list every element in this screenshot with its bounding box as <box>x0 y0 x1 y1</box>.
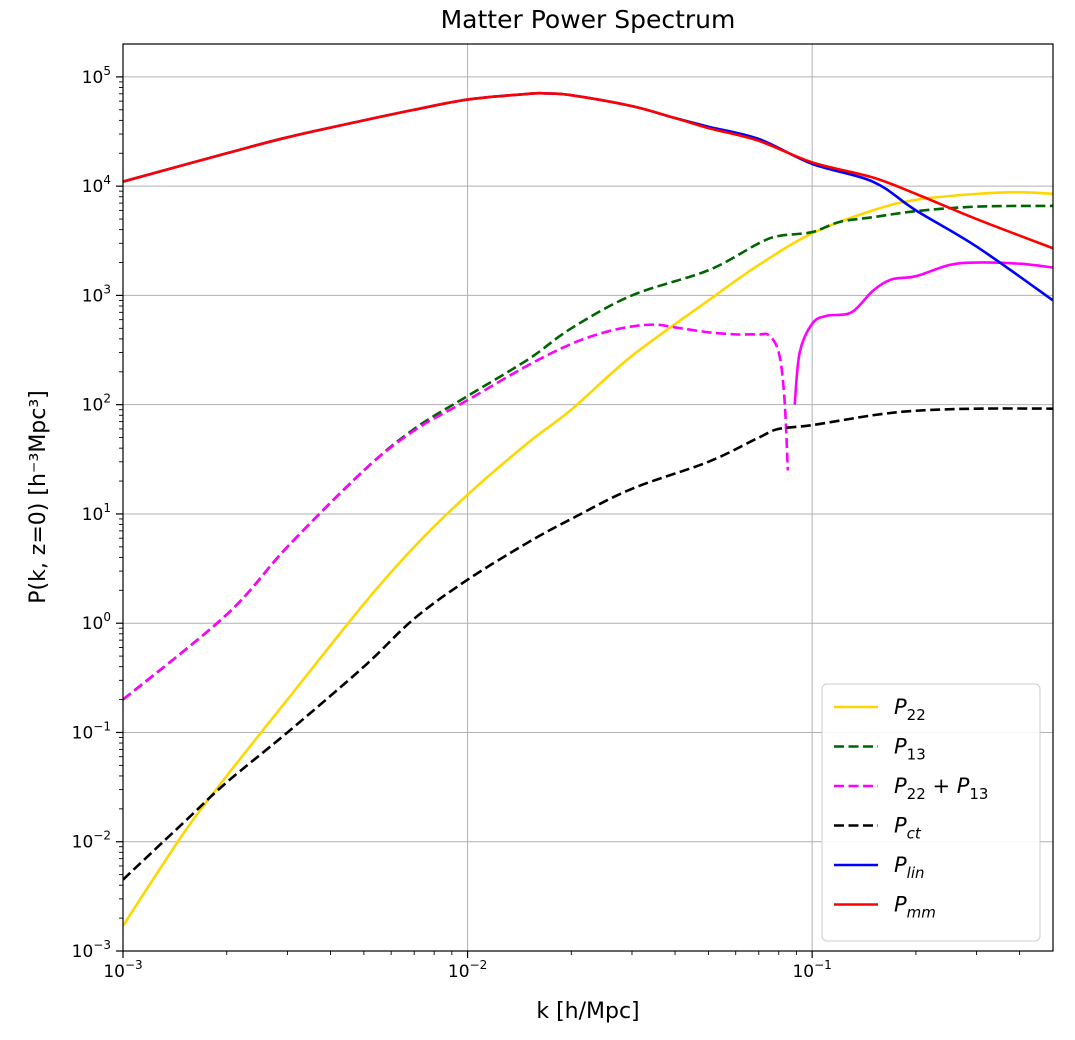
legend-label-plin: Plin <box>894 853 925 882</box>
series-line-pmm <box>123 91 1053 250</box>
legend-label-p13: P13 <box>894 735 926 764</box>
x-tick-label: 10−3 <box>103 958 142 982</box>
plot-frame <box>122 43 1054 952</box>
legend-box <box>821 683 1041 942</box>
y-tick-label: 105 <box>82 64 111 88</box>
series-line-p22 <box>123 190 1053 927</box>
legend-items: P22 P13 P22 + P13 Pct Plin Pmm <box>834 695 988 922</box>
y-tick-label: 102 <box>82 392 111 416</box>
legend-label-pct: Pct <box>894 814 922 843</box>
y-tick-label: 10−1 <box>72 719 111 743</box>
series-line-p22p13 <box>123 323 790 701</box>
y-tick-label: 101 <box>82 501 111 525</box>
x-tick-label: 10−2 <box>448 958 487 982</box>
ticks: 10−3 10−2 10−1 10−3 10−2 10−1 100 101 102 103 104 1… <box>72 64 1021 982</box>
y-axis-label: P(k, z=0) [h⁻³Mpc³] <box>26 390 51 604</box>
legend-label-p22: P22 <box>894 695 926 724</box>
y-tick-label: 100 <box>82 610 111 634</box>
series-line-pct <box>123 407 1053 881</box>
y-tick-label: 104 <box>82 173 111 197</box>
y-tick-label: 103 <box>82 282 111 306</box>
x-axis-label: k [h/Mpc] <box>536 999 639 1024</box>
legend-label-p22p13: P22 + P13 <box>894 774 988 803</box>
chart-title: Matter Power Spectrum <box>441 5 736 34</box>
series-line-p22p13b <box>793 261 1053 405</box>
y-tick-label: 10−3 <box>72 938 111 962</box>
legend-label-pmm: Pmm <box>894 893 936 922</box>
x-tick-label: 10−1 <box>792 958 831 982</box>
y-tick-label: 10−2 <box>72 829 111 853</box>
legend: P22 P13 P22 + P13 Pct Plin Pmm <box>821 683 1041 942</box>
series-layer <box>123 91 1053 927</box>
